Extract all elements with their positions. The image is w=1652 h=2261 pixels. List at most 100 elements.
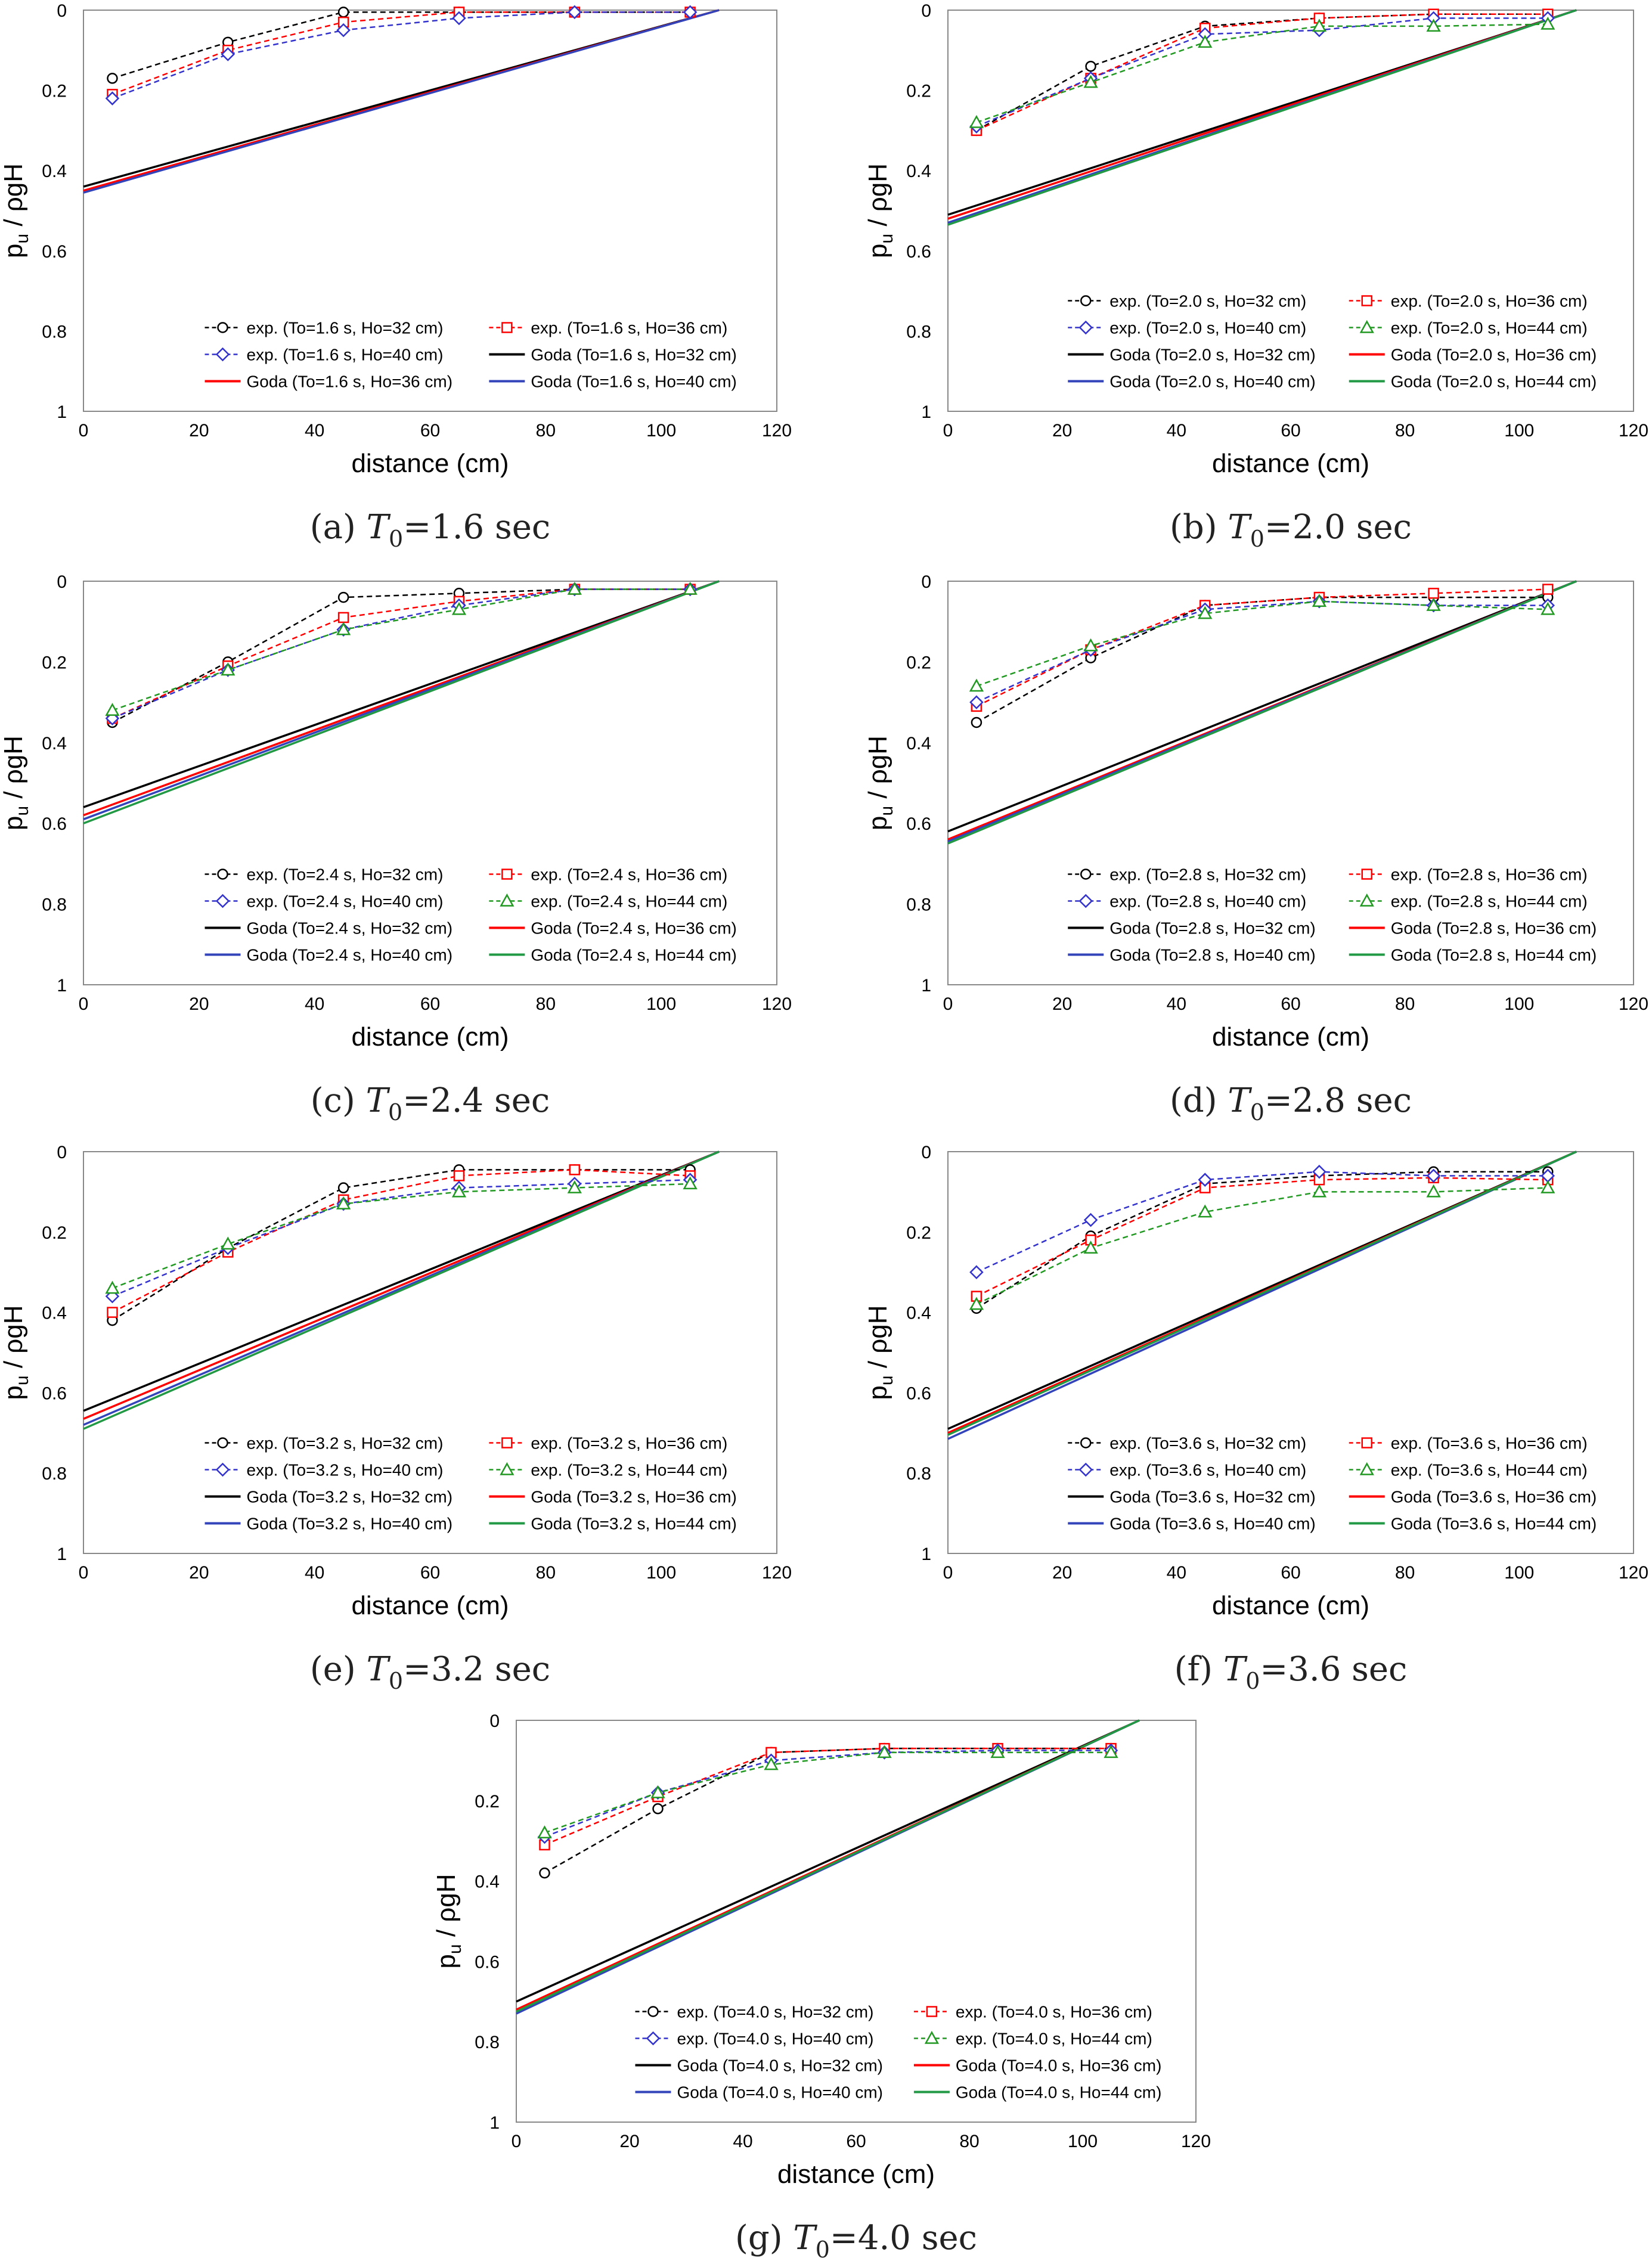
legend-marker (500, 1462, 514, 1475)
caption-value: =2.8 sec (1264, 1081, 1412, 1120)
y-tick-label: 0.6 (42, 1384, 67, 1403)
y-axis-label: pu / ρgH (863, 1305, 897, 1400)
legend-marker (501, 869, 513, 880)
caption-symbol: T (793, 2219, 817, 2257)
x-tick-label: 20 (189, 994, 209, 1014)
data-point (452, 11, 466, 26)
y-tick-label: 0 (921, 1, 931, 21)
exp-series-line (976, 1171, 1548, 1309)
y-axis-label-sub: u (877, 806, 897, 816)
y-tick-label: 1 (921, 402, 931, 422)
legend-entry: Goda (To=3.2 s, Ho=32 cm) (247, 1488, 453, 1506)
chart-panel-6: 0 20 40 60 80 100 120 0 0.2 0.4 0.6 0.8 1 distance (c… (863, 1143, 1648, 1694)
legend-entry: exp. (To=3.2 s, Ho=32 cm) (247, 1434, 444, 1453)
exp-series-line (112, 11, 690, 79)
legend-entry: exp. (To=2.0 s, Ho=44 cm) (1391, 319, 1588, 337)
exp-series-line (976, 1171, 1548, 1273)
x-tick-label: 80 (1395, 994, 1415, 1014)
y-tick-label: 0.2 (42, 653, 67, 672)
legend-entry: exp. (To=2.4 s, Ho=32 cm) (247, 866, 444, 884)
legend-entry: exp. (To=2.8 s, Ho=44 cm) (1391, 892, 1588, 911)
data-point (336, 23, 351, 38)
y-tick-label: 0.2 (906, 653, 931, 672)
x-tick-label: 60 (420, 994, 440, 1014)
legend-entry: Goda (To=3.2 s, Ho=36 cm) (531, 1488, 737, 1506)
y-axis-label-rest: / ρgH (863, 163, 892, 234)
y-axis-label-rest: / ρgH (0, 163, 28, 234)
panel-caption: (a) T0=1.6 sec (310, 508, 550, 552)
panel-caption: (c) T0=2.4 sec (311, 1081, 550, 1125)
caption-label: (g) (735, 2219, 793, 2257)
x-tick-label: 20 (1052, 421, 1072, 441)
data-point (1541, 16, 1555, 30)
legend-entry: Goda (To=2.0 s, Ho=40 cm) (1109, 373, 1316, 391)
legend-marker (1361, 869, 1372, 880)
y-tick-label: 0.4 (906, 1304, 931, 1323)
legend-entry: exp. (To=2.4 s, Ho=44 cm) (531, 892, 727, 911)
panel-caption: (g) T0=4.0 sec (735, 2219, 977, 2261)
x-tick-label: 40 (1167, 1563, 1186, 1583)
y-tick-label: 1 (57, 976, 67, 995)
legend-marker (500, 893, 514, 907)
data-point (221, 47, 235, 61)
y-tick-label: 0.6 (906, 242, 931, 262)
caption-symbol: T (367, 508, 391, 547)
y-tick-label: 1 (921, 976, 931, 995)
x-tick-label: 120 (1181, 2132, 1211, 2151)
data-point (221, 662, 235, 676)
x-tick-label: 120 (762, 994, 792, 1014)
legend-entry: exp. (To=1.6 s, Ho=32 cm) (247, 319, 444, 337)
y-tick-label: 1 (921, 1544, 931, 1564)
goda-series-line (516, 1719, 1140, 2013)
y-axis-label-main: p (863, 816, 892, 830)
panel-caption: (d) T0=2.8 sec (1170, 1081, 1412, 1125)
legend-marker (1078, 320, 1093, 335)
y-axis-label-rest: / ρgH (0, 1305, 28, 1375)
caption-label: (c) (311, 1081, 366, 1120)
legend-entry: Goda (To=2.8 s, Ho=36 cm) (1391, 919, 1597, 938)
goda-series-line (947, 580, 1577, 845)
y-tick-label: 0.2 (906, 1223, 931, 1243)
y-tick-label: 0.8 (42, 322, 67, 342)
legend-entry: exp. (To=2.0 s, Ho=32 cm) (1109, 292, 1306, 311)
y-axis-label-main: p (863, 1385, 892, 1400)
legend-entry: exp. (To=4.0 s, Ho=36 cm) (956, 2003, 1152, 2021)
y-axis-label-sub: u (877, 234, 897, 244)
y-tick-label: 0.2 (42, 82, 67, 101)
data-point (105, 703, 120, 716)
legend-marker (1080, 295, 1092, 306)
legend-entry: Goda (To=2.4 s, Ho=44 cm) (531, 946, 737, 964)
exp-series-line (976, 596, 1548, 724)
data-point (221, 1236, 235, 1250)
data-point (1198, 1173, 1213, 1187)
y-axis-label: pu / ρgH (0, 163, 32, 258)
y-axis-label-sub: u (877, 1375, 897, 1385)
x-tick-label: 20 (1052, 1563, 1072, 1583)
data-point (652, 1803, 664, 1815)
x-tick-label: 0 (512, 2132, 522, 2151)
x-tick-label: 60 (1281, 1563, 1300, 1583)
data-point (1426, 598, 1441, 611)
data-point (107, 1307, 118, 1318)
x-axis-label: distance (cm) (777, 2160, 935, 2189)
y-axis-label-rest: / ρgH (0, 736, 28, 806)
data-point (1541, 601, 1555, 615)
caption-value: =2.4 sec (402, 1081, 550, 1120)
y-tick-label: 0 (57, 1, 67, 21)
y-tick-label: 0 (489, 1711, 500, 1731)
caption-subscript: 0 (1245, 1668, 1260, 1694)
data-point (1426, 1184, 1441, 1198)
panel-caption: (e) T0=3.2 sec (310, 1650, 550, 1694)
y-axis-label-main: p (432, 1954, 461, 1968)
caption-symbol: T (366, 1081, 390, 1120)
legend-marker (501, 322, 513, 333)
legend-marker (1361, 295, 1372, 306)
x-tick-label: 80 (1395, 1563, 1415, 1583)
data-point (451, 1184, 467, 1198)
y-axis-label-sub: u (13, 1375, 32, 1385)
x-tick-label: 80 (959, 2132, 979, 2151)
caption-label: (a) (310, 508, 367, 547)
legend-entry: exp. (To=2.0 s, Ho=40 cm) (1109, 319, 1306, 337)
legend-entry: Goda (To=4.0 s, Ho=36 cm) (956, 2057, 1162, 2075)
x-tick-label: 80 (1395, 421, 1415, 441)
